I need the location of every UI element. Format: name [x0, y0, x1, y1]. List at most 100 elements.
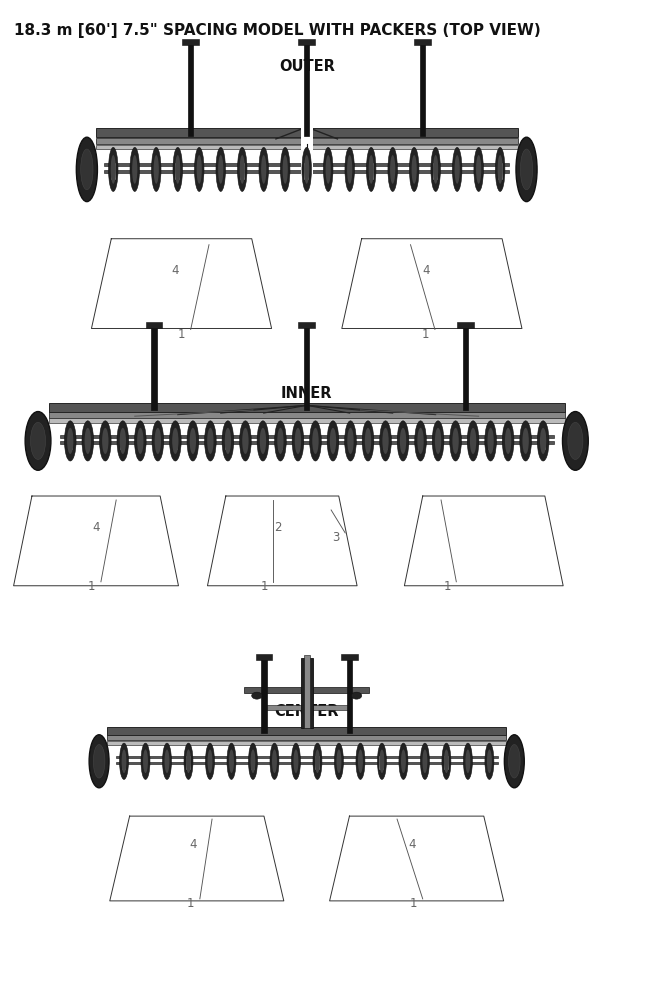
- Text: 1: 1: [260, 580, 268, 593]
- Ellipse shape: [240, 421, 251, 461]
- Ellipse shape: [163, 743, 172, 779]
- Text: 4: 4: [172, 264, 179, 277]
- Ellipse shape: [347, 155, 353, 184]
- Bar: [60, 435, 554, 438]
- Text: 1: 1: [178, 328, 185, 341]
- Ellipse shape: [516, 137, 537, 202]
- Ellipse shape: [302, 147, 312, 191]
- Ellipse shape: [415, 421, 426, 461]
- Ellipse shape: [82, 421, 93, 461]
- Ellipse shape: [520, 149, 533, 190]
- Bar: [116, 756, 498, 758]
- Ellipse shape: [377, 743, 386, 779]
- Ellipse shape: [275, 421, 286, 461]
- Text: 18.3 m [60'] 7.5" SPACING MODEL WITH PACKERS (TOP VIEW): 18.3 m [60'] 7.5" SPACING MODEL WITH PAC…: [14, 23, 540, 38]
- Ellipse shape: [137, 428, 143, 454]
- Text: OUTER: OUTER: [279, 59, 334, 74]
- Text: 2: 2: [273, 521, 281, 534]
- Polygon shape: [110, 816, 284, 901]
- Bar: [68, 435, 73, 450]
- Text: 4: 4: [408, 838, 415, 851]
- Ellipse shape: [281, 147, 290, 191]
- Bar: [420, 42, 426, 136]
- Ellipse shape: [467, 421, 479, 461]
- Ellipse shape: [356, 743, 365, 779]
- Polygon shape: [207, 496, 357, 586]
- Ellipse shape: [540, 428, 546, 454]
- Ellipse shape: [400, 428, 406, 454]
- Bar: [116, 762, 498, 764]
- Ellipse shape: [207, 749, 213, 773]
- Bar: [244, 687, 369, 693]
- Ellipse shape: [465, 749, 470, 773]
- Text: 1: 1: [88, 580, 95, 593]
- Bar: [121, 435, 125, 450]
- Bar: [108, 727, 506, 735]
- Ellipse shape: [388, 147, 397, 191]
- Ellipse shape: [435, 428, 441, 454]
- Bar: [341, 654, 358, 660]
- Bar: [301, 658, 313, 728]
- Text: 1: 1: [410, 897, 417, 910]
- Ellipse shape: [132, 155, 137, 184]
- Ellipse shape: [362, 421, 374, 461]
- Ellipse shape: [410, 147, 419, 191]
- Ellipse shape: [205, 421, 216, 461]
- Ellipse shape: [64, 421, 76, 461]
- Bar: [173, 435, 178, 450]
- Ellipse shape: [100, 421, 111, 461]
- Ellipse shape: [141, 743, 150, 779]
- Ellipse shape: [184, 743, 193, 779]
- Bar: [226, 435, 230, 450]
- Ellipse shape: [130, 147, 139, 191]
- Bar: [347, 657, 353, 733]
- Ellipse shape: [334, 743, 343, 779]
- Ellipse shape: [25, 412, 51, 470]
- Ellipse shape: [450, 421, 461, 461]
- Ellipse shape: [190, 428, 196, 454]
- Bar: [304, 325, 310, 410]
- Bar: [457, 322, 474, 328]
- Bar: [265, 705, 348, 710]
- Ellipse shape: [520, 421, 531, 461]
- Ellipse shape: [365, 428, 371, 454]
- Ellipse shape: [537, 421, 549, 461]
- Ellipse shape: [102, 428, 108, 454]
- Bar: [108, 741, 506, 745]
- Ellipse shape: [442, 743, 451, 779]
- Ellipse shape: [476, 155, 481, 184]
- Bar: [540, 435, 546, 450]
- Bar: [305, 163, 309, 180]
- Ellipse shape: [454, 155, 460, 184]
- Ellipse shape: [505, 428, 511, 454]
- Bar: [435, 435, 441, 450]
- Ellipse shape: [187, 421, 199, 461]
- Ellipse shape: [260, 428, 266, 454]
- Bar: [96, 128, 518, 137]
- Bar: [261, 657, 267, 733]
- Bar: [60, 441, 554, 444]
- Ellipse shape: [347, 428, 354, 454]
- Ellipse shape: [270, 743, 279, 779]
- Ellipse shape: [165, 749, 170, 773]
- Text: 1: 1: [443, 580, 451, 593]
- Bar: [369, 163, 374, 180]
- Ellipse shape: [397, 421, 409, 461]
- Text: 3: 3: [332, 531, 340, 544]
- Ellipse shape: [452, 428, 459, 454]
- Bar: [256, 654, 272, 660]
- Bar: [188, 42, 194, 136]
- Ellipse shape: [313, 743, 322, 779]
- Bar: [380, 756, 384, 770]
- Ellipse shape: [294, 749, 299, 773]
- Ellipse shape: [89, 735, 109, 788]
- Ellipse shape: [237, 147, 247, 191]
- Ellipse shape: [229, 749, 234, 773]
- Bar: [111, 163, 116, 180]
- Ellipse shape: [496, 147, 505, 191]
- Ellipse shape: [323, 147, 333, 191]
- Ellipse shape: [351, 692, 362, 699]
- Ellipse shape: [380, 421, 391, 461]
- Ellipse shape: [417, 428, 424, 454]
- Bar: [304, 655, 310, 728]
